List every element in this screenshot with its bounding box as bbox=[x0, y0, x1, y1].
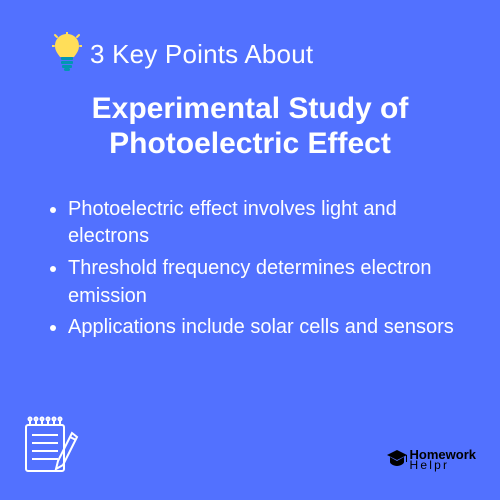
header-row: 3 Key Points About bbox=[52, 32, 462, 77]
notepad-icon bbox=[20, 413, 84, 482]
brand-logo: Homework Helpr bbox=[386, 449, 476, 472]
page-title: Experimental Study of Photoelectric Effe… bbox=[38, 91, 462, 162]
subtitle: 3 Key Points About bbox=[90, 39, 313, 70]
brand-text: Homework Helpr bbox=[410, 450, 476, 470]
list-item: Applications include solar cells and sen… bbox=[68, 314, 462, 342]
list-item: Photoelectric effect involves light and … bbox=[68, 196, 462, 251]
lightbulb-icon bbox=[52, 32, 82, 77]
brand-name-bottom: Helpr bbox=[410, 461, 476, 471]
info-card: 3 Key Points About Experimental Study of… bbox=[0, 0, 500, 500]
key-points-list: Photoelectric effect involves light and … bbox=[38, 196, 462, 342]
list-item: Threshold frequency determines electron … bbox=[68, 255, 462, 310]
graduation-cap-icon bbox=[386, 449, 408, 472]
